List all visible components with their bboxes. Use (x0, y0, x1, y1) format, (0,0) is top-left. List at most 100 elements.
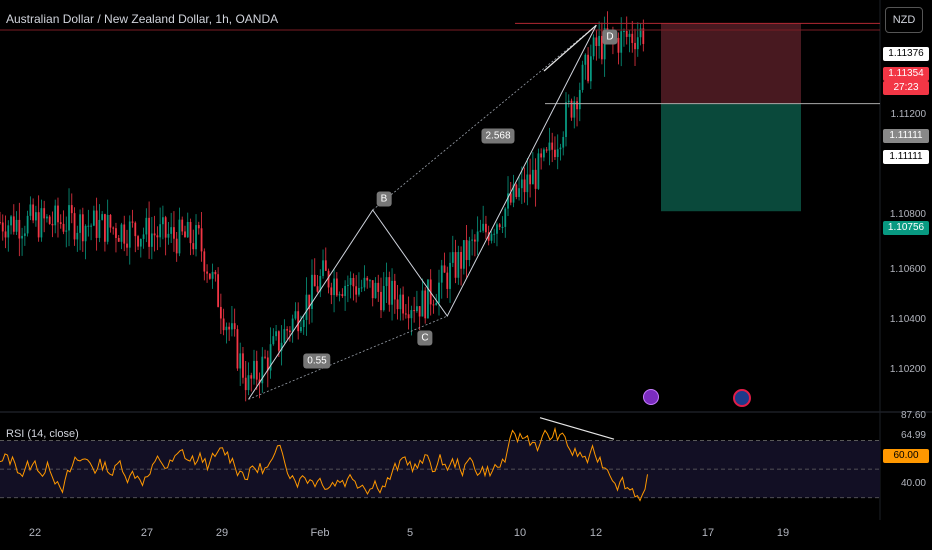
candle-body (567, 100, 570, 103)
candle-body (454, 252, 457, 278)
candle-body (349, 277, 352, 285)
candle-body (98, 219, 101, 238)
candle-body (29, 204, 32, 216)
candle-body (239, 353, 242, 369)
candle-body (161, 217, 164, 225)
candle-body (148, 217, 150, 247)
candle-body (128, 221, 131, 248)
candle-body (360, 287, 363, 289)
candle-body (65, 230, 68, 232)
candle-body (465, 240, 468, 261)
candle-body (316, 286, 319, 292)
ratio-label-bd: 2.568 (481, 128, 515, 144)
candle-body (255, 360, 258, 380)
candle-body (440, 265, 443, 283)
candle-body (297, 311, 300, 332)
candle-body (490, 234, 493, 241)
ratio-label-xb: 0.55 (303, 353, 331, 369)
candle-body (294, 311, 297, 319)
candle-body (595, 37, 598, 47)
candle-body (76, 232, 79, 240)
candle-body (10, 216, 12, 226)
candle-body (617, 37, 620, 53)
candle-body (540, 153, 543, 158)
lightning-event-icon[interactable] (643, 389, 659, 405)
candle-body (7, 225, 10, 238)
short-position-loss-zone (661, 23, 801, 104)
rsi-tick: 40.00 (900, 478, 926, 489)
candle-body (286, 329, 289, 331)
candle-body (186, 221, 189, 238)
candle-body (40, 208, 43, 238)
candle-body (369, 280, 371, 282)
candle-body (236, 329, 239, 369)
candle-body (512, 184, 515, 203)
candle-body (79, 214, 81, 233)
candle-body (101, 214, 104, 220)
price-tick: 1.10200 (889, 364, 926, 375)
time-tick: 12 (589, 527, 603, 539)
candle-body (156, 235, 159, 238)
candle-body (283, 329, 286, 343)
candle-body (416, 306, 418, 312)
candle-body (242, 353, 244, 378)
time-tick: 10 (513, 527, 527, 539)
candle-body (573, 101, 576, 118)
candle-body (559, 147, 562, 150)
pattern-point-c: C (417, 330, 433, 346)
currency-button[interactable]: NZD (885, 7, 923, 33)
candle-body (518, 188, 520, 197)
candle-body (576, 101, 578, 110)
candle-body (277, 331, 280, 351)
candle-body (548, 142, 551, 151)
candle-body (487, 232, 490, 241)
time-tick: 19 (776, 527, 790, 539)
candle-body (333, 278, 335, 296)
candle-body (385, 277, 388, 287)
candle-body (70, 205, 73, 214)
candle-body (625, 30, 628, 37)
candle-body (173, 227, 175, 239)
time-tick: 29 (215, 527, 229, 539)
candle-body (305, 294, 308, 320)
candle-body (587, 54, 589, 82)
candle-body (545, 149, 548, 151)
candle-body (21, 235, 23, 239)
candle-body (115, 228, 117, 238)
candle-body (402, 294, 404, 314)
candle-body (231, 323, 233, 330)
candle-body (247, 375, 250, 391)
candle-body (170, 227, 173, 234)
candle-body (109, 214, 112, 228)
stop-price-tag: 1.10756 (883, 221, 929, 235)
candle-body (515, 184, 518, 197)
candle-body (280, 342, 283, 351)
price-tick: 1.10600 (889, 264, 926, 275)
candle-body (222, 318, 225, 331)
australia-flag-event-icon[interactable] (733, 389, 751, 407)
candle-body (509, 193, 512, 203)
candle-body (374, 282, 377, 299)
candle-body (258, 379, 261, 384)
candle-body (631, 33, 634, 43)
candle-body (592, 37, 595, 57)
candle-body (90, 225, 93, 227)
candle-body (37, 212, 40, 238)
candle-body (228, 326, 231, 330)
pattern-point-b: B (376, 191, 392, 207)
candle-body (501, 226, 504, 228)
candle-body (636, 37, 639, 50)
chart-title: Australian Dollar / New Zealand Dollar, … (6, 12, 279, 26)
candle-body (87, 225, 90, 227)
candle-body (233, 323, 236, 330)
rsi-divergence-line (539, 417, 615, 440)
entry-price-tag: 1.11111 (883, 129, 929, 143)
candle-body (206, 271, 208, 274)
candle-body (250, 375, 253, 379)
candle-body (327, 270, 330, 288)
candle-body (219, 306, 222, 319)
candle-body (355, 286, 358, 295)
price-tick: 1.11200 (890, 109, 926, 120)
candle-body (225, 326, 228, 331)
